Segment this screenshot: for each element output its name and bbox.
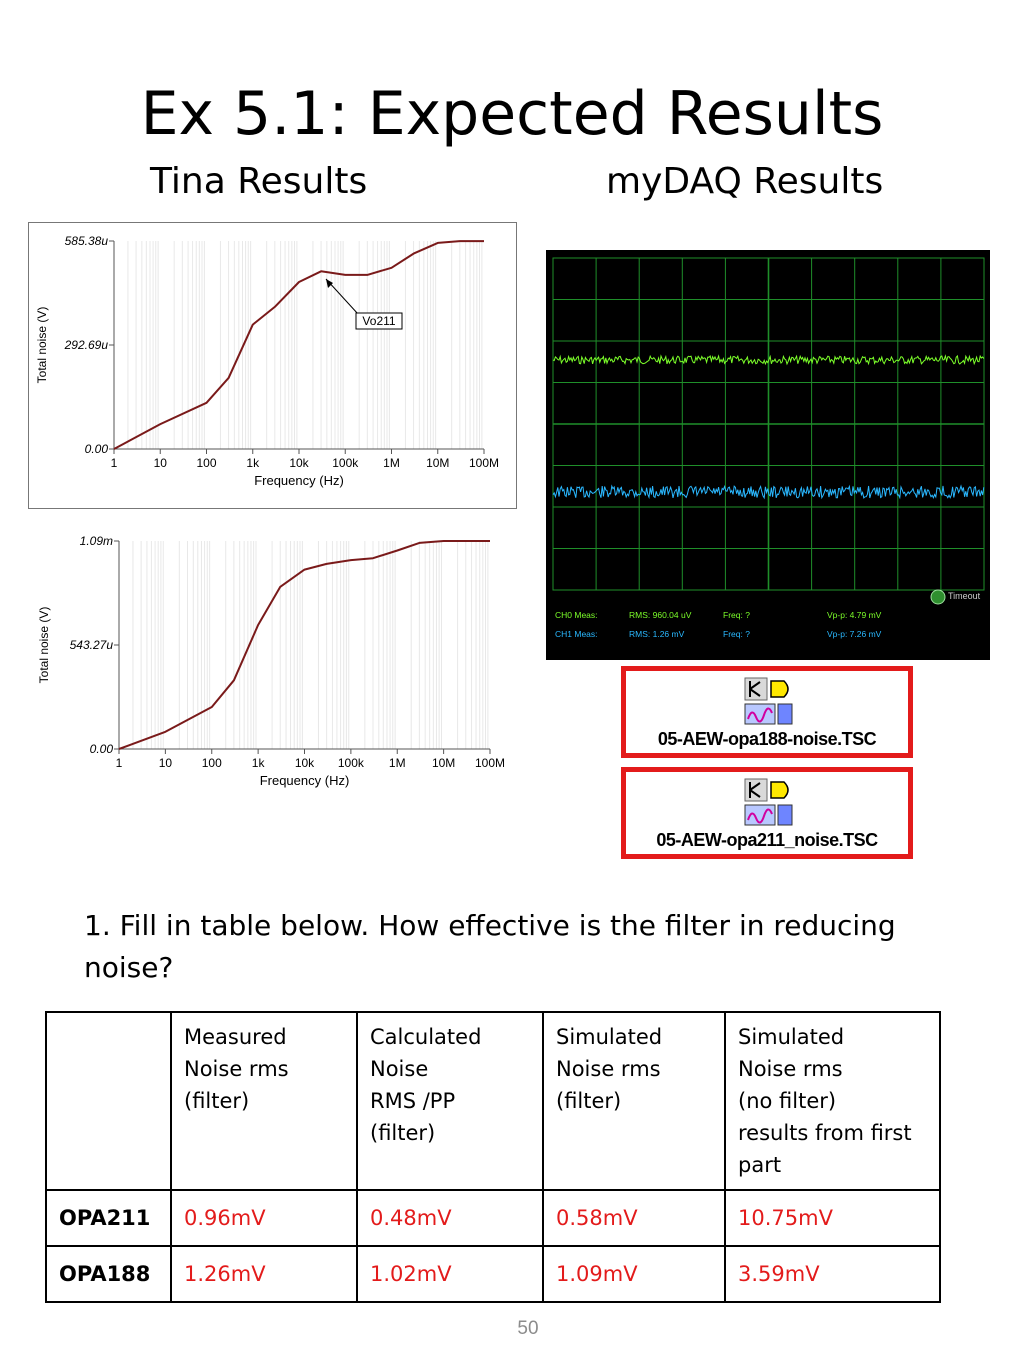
x-tick-label: 10k	[289, 456, 309, 470]
table-cell: 0.96mV	[170, 1189, 358, 1247]
annotation-arrow	[325, 278, 359, 315]
table-cell: 1.26mV	[170, 1245, 358, 1303]
page-number: 50	[517, 1318, 539, 1339]
subtitle-tina: Tina Results	[150, 161, 368, 202]
table-header-cell: Measured Noise rms (filter)	[170, 1011, 358, 1191]
table-cell: 0.58mV	[542, 1189, 726, 1247]
scope-readout-ch1: CH1 Meas:	[555, 629, 598, 639]
series-line	[118, 540, 490, 750]
x-tick-label: 10M	[432, 756, 455, 770]
x-tick-label: 10k	[295, 756, 315, 770]
results-table: Measured Noise rms (filter) Calculated N…	[45, 1011, 941, 1303]
y-tick-label: 292.69u	[64, 338, 109, 352]
x-tick-label: 10M	[426, 456, 449, 470]
x-tick-label: 1M	[389, 756, 406, 770]
x-tick-label: 100	[196, 456, 216, 470]
x-tick-label: 100M	[475, 756, 505, 770]
x-tick-label: 10	[154, 456, 168, 470]
table-cell: 1.02mV	[356, 1245, 544, 1303]
x-tick-label: 100	[202, 756, 222, 770]
scope-readout-ch0: Freq: ?	[723, 610, 750, 620]
x-tick-label: 1k	[246, 456, 260, 470]
y-tick-label: 0.00	[85, 442, 109, 456]
scope-readout-ch0: RMS: 960.04 uV	[629, 610, 692, 620]
timeout-label: Timeout	[948, 591, 981, 601]
file-name: 05-AEW-opa188-noise.TSC	[657, 729, 877, 749]
annotation-box	[355, 312, 403, 330]
y-axis-label: Total noise (V)	[37, 607, 51, 684]
tina-file-icon	[744, 778, 793, 826]
scope-readout-ch1: Freq: ?	[723, 629, 750, 639]
file-name: 05-AEW-opa211_noise.TSC	[656, 830, 878, 850]
x-tick-label: 100k	[332, 456, 359, 470]
page-title: Ex 5.1: Expected Results	[140, 79, 884, 149]
file-link-opa188[interactable]: 05-AEW-opa188-noise.TSC	[621, 666, 913, 758]
x-tick-label: 1	[116, 756, 123, 770]
x-tick-label: 1k	[252, 756, 266, 770]
x-axis-label: Frequency (Hz)	[260, 773, 350, 788]
scope-trace-ch0	[552, 354, 985, 366]
x-tick-label: 10	[159, 756, 173, 770]
y-tick-label: 1.09m	[80, 534, 113, 548]
scope-trace-ch1	[552, 484, 985, 500]
x-tick-label: 100k	[338, 756, 365, 770]
tina-chart-opa188: 1 10 100 1k 10k 100k 1M 10M 100M 0.00 543.27u 1.09m…	[28, 525, 517, 810]
table-cell: 1.09mV	[542, 1245, 726, 1303]
tina-file-icon	[744, 677, 793, 725]
table-cell: 0.48mV	[356, 1189, 544, 1247]
mydaq-scope-screen: Timeout CH0 Meas: RMS: 960.04 uV Freq: ? Vp-…	[546, 250, 990, 660]
scope-svg: Timeout CH0 Meas: RMS: 960.04 uV Freq: ? Vp-…	[552, 257, 985, 639]
y-tick-label: 585.38u	[65, 234, 109, 248]
x-tick-label: 1	[111, 456, 118, 470]
table-header-cell: Calculated Noise RMS /PP (filter)	[356, 1011, 544, 1191]
x-axis-label: Frequency (Hz)	[254, 473, 344, 488]
series-line	[113, 240, 484, 450]
scope-readout-ch0: CH0 Meas:	[555, 610, 598, 620]
scope-readout-ch1: RMS: 1.26 mV	[629, 629, 685, 639]
table-header-cell: Simulated Noise rms (filter)	[542, 1011, 726, 1191]
scope-readout-ch1: Vp-p: 7.26 mV	[827, 629, 882, 639]
table-header-cell	[45, 1011, 172, 1191]
subtitle-mydaq: myDAQ Results	[606, 161, 884, 202]
annotation-arrowhead	[326, 279, 333, 288]
row-header-opa188: OPA188	[45, 1245, 172, 1303]
row-header-opa211: OPA211	[45, 1189, 172, 1247]
annotation-label: Vo211	[362, 314, 395, 328]
timeout-indicator-icon	[930, 589, 946, 605]
table-row: OPA188 1.26mV 1.02mV 1.09mV 3.59mV	[45, 1245, 941, 1303]
y-tick-label: 0.00	[90, 742, 114, 756]
file-link-opa211[interactable]: 05-AEW-opa211_noise.TSC	[621, 767, 913, 859]
table-header-row: Measured Noise rms (filter) Calculated N…	[45, 1011, 941, 1191]
table-header-cell: Simulated Noise rms (no filter) results …	[724, 1011, 941, 1191]
table-cell: 10.75mV	[724, 1189, 941, 1247]
scope-readout-ch0: Vp-p: 4.79 mV	[827, 610, 882, 620]
x-tick-label: 100M	[469, 456, 499, 470]
y-tick-label: 543.27u	[70, 638, 114, 652]
tina-chart-opa211-svg: 1 10 100 1k 10k 100k 1M 10M 100M 0.00 292.69u 585.3…	[28, 222, 517, 509]
y-axis-label: Total noise (V)	[35, 307, 49, 384]
table-row: OPA211 0.96mV 0.48mV 0.58mV 10.75mV	[45, 1189, 941, 1247]
question-text: 1. Fill in table below. How effective is…	[84, 909, 896, 984]
table-cell: 3.59mV	[724, 1245, 941, 1303]
x-tick-label: 1M	[383, 456, 400, 470]
tina-chart-opa188-svg: 1 10 100 1k 10k 100k 1M 10M 100M 0.00 543.27u 1.09m…	[37, 534, 505, 788]
tina-chart-opa211: 1 10 100 1k 10k 100k 1M 10M 100M 0.00 292.69u 585.3…	[28, 222, 517, 509]
